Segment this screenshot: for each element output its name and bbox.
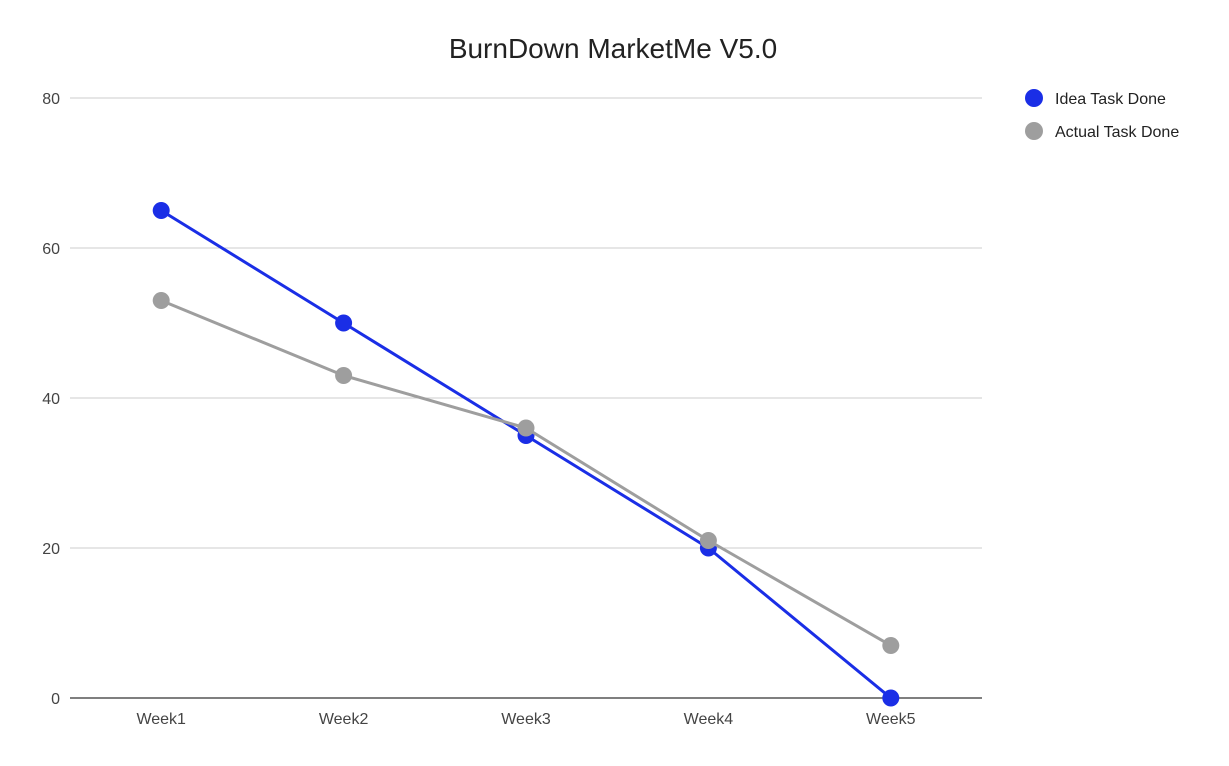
data-point[interactable] xyxy=(335,314,353,332)
data-point[interactable] xyxy=(152,292,170,309)
legend-label: Idea Task Done xyxy=(1055,91,1166,108)
y-tick-label: 20 xyxy=(42,541,60,558)
y-tick-label: 0 xyxy=(51,691,60,708)
data-point[interactable] xyxy=(335,367,353,384)
y-tick-label: 80 xyxy=(42,91,60,108)
x-tick-label: Week4 xyxy=(684,711,734,728)
x-tick-label: Week2 xyxy=(319,711,369,728)
data-point[interactable] xyxy=(882,637,900,654)
series-1 xyxy=(152,292,900,654)
x-axis: Week1 Week2 Week3 Week4 Week5 xyxy=(70,697,982,728)
series-line xyxy=(159,299,893,647)
legend-item[interactable]: Actual Task Done xyxy=(1025,122,1179,141)
legend-marker xyxy=(1025,89,1043,107)
chart-title: BurnDown MarketMe V5.0 xyxy=(449,33,777,64)
x-tick-label: Week3 xyxy=(501,711,551,728)
data-point[interactable] xyxy=(517,419,535,437)
data-point[interactable] xyxy=(152,202,170,219)
x-tick-label: Week5 xyxy=(866,711,916,728)
legend-label: Actual Task Done xyxy=(1055,124,1179,141)
series-0 xyxy=(152,202,900,707)
legend-item[interactable]: Idea Task Done xyxy=(1025,89,1166,108)
y-tick-label: 40 xyxy=(42,391,60,408)
data-point[interactable] xyxy=(699,532,717,549)
x-tick-label: Week1 xyxy=(136,711,186,728)
y-tick-label: 60 xyxy=(42,241,60,258)
legend: Idea Task Done Actual Task Done xyxy=(1025,89,1179,141)
y-axis: 0 20 40 60 80 xyxy=(42,91,60,708)
legend-marker xyxy=(1025,122,1043,140)
series-group xyxy=(152,202,900,707)
data-point[interactable] xyxy=(882,689,900,707)
series-line xyxy=(159,209,893,700)
gridlines xyxy=(70,97,982,549)
